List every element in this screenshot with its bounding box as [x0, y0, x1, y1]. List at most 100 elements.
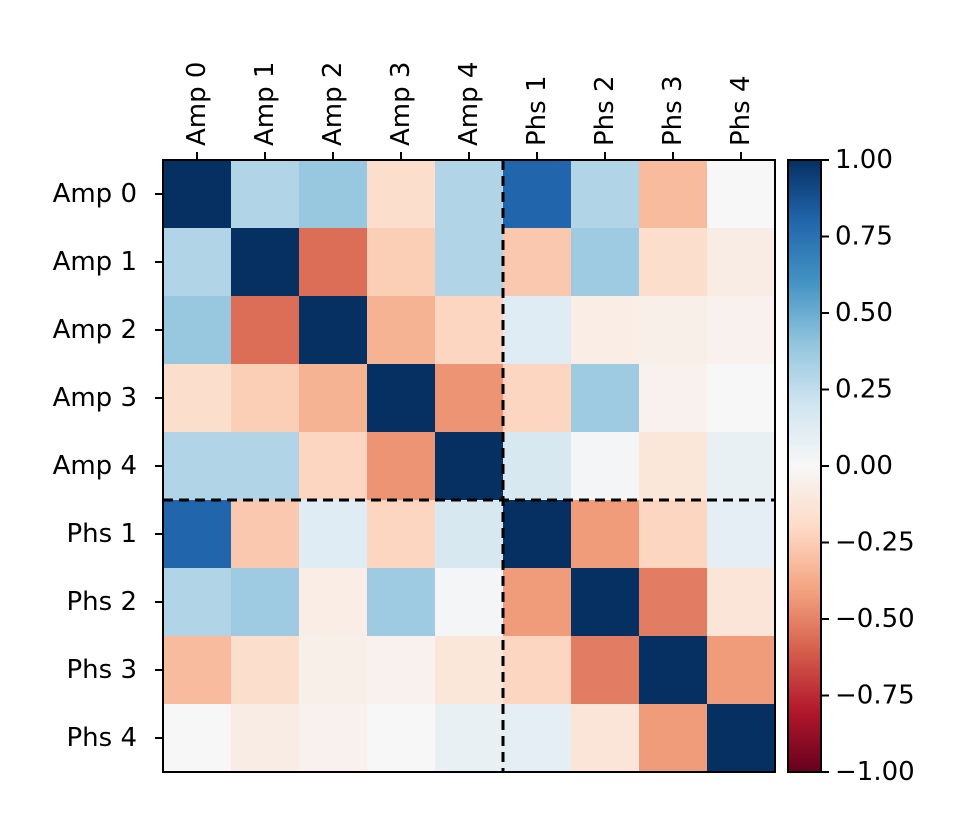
colorbar-tick-label-2: 0.50 [835, 298, 893, 328]
heatmap-cell-6-0 [163, 568, 232, 637]
heatmap-cell-0-3 [367, 160, 436, 229]
heatmap-cell-3-2 [299, 364, 368, 433]
colorbar-tick-label-6: −0.50 [835, 604, 915, 634]
x-tick-label-8: Phs 4 [726, 75, 756, 146]
x-tick-label-6: Phs 2 [590, 75, 620, 146]
heatmap-cell-1-0 [163, 228, 232, 297]
heatmap-cell-2-5 [503, 296, 572, 365]
y-tick-label-4: Amp 4 [53, 451, 137, 481]
heatmap-cell-7-1 [231, 636, 300, 705]
x-tick-label-7: Phs 3 [658, 75, 688, 146]
x-tick-label-5: Phs 1 [522, 75, 552, 146]
heatmap-cell-7-5 [503, 636, 572, 705]
heatmap-cells [163, 160, 776, 773]
colorbar-tick-label-4: 0.00 [835, 451, 893, 481]
heatmap-cell-5-6 [571, 500, 640, 569]
colorbar-tick-label-8: −1.00 [835, 757, 915, 787]
heatmap-cell-5-1 [231, 500, 300, 569]
colorbar-tick-label-0: 1.00 [835, 145, 893, 175]
heatmap-cell-5-5 [503, 500, 572, 569]
colorbar-tick-label-3: 0.25 [835, 375, 893, 405]
heatmap-cell-3-0 [163, 364, 232, 433]
heatmap-cell-6-3 [367, 568, 436, 637]
heatmap-cell-7-8 [707, 636, 776, 705]
heatmap-cell-2-6 [571, 296, 640, 365]
y-tick-label-2: Amp 2 [53, 315, 137, 345]
heatmap-cell-2-8 [707, 296, 776, 365]
heatmap-cell-2-2 [299, 296, 368, 365]
heatmap-cell-4-1 [231, 432, 300, 501]
heatmap-cell-5-3 [367, 500, 436, 569]
colorbar-tick-label-7: −0.75 [835, 681, 915, 711]
heatmap-cell-8-8 [707, 704, 776, 773]
colorbar-gradient [788, 160, 821, 772]
heatmap-cell-8-2 [299, 704, 368, 773]
heatmap-cell-1-6 [571, 228, 640, 297]
heatmap-cell-7-6 [571, 636, 640, 705]
heatmap-cell-6-6 [571, 568, 640, 637]
heatmap-cell-6-2 [299, 568, 368, 637]
heatmap-cell-0-7 [639, 160, 708, 229]
heatmap-cell-3-8 [707, 364, 776, 433]
heatmap-cell-3-6 [571, 364, 640, 433]
colorbar-tick-label-1: 0.75 [835, 222, 893, 252]
heatmap-cell-6-5 [503, 568, 572, 637]
heatmap-cell-4-5 [503, 432, 572, 501]
colorbar-tick-label-5: −0.25 [835, 528, 915, 558]
heatmap-cell-6-8 [707, 568, 776, 637]
x-tick-label-3: Amp 3 [386, 62, 416, 146]
heatmap-cell-6-1 [231, 568, 300, 637]
heatmap-cell-8-0 [163, 704, 232, 773]
x-tick-label-4: Amp 4 [454, 62, 484, 146]
heatmap-cell-8-5 [503, 704, 572, 773]
heatmap-cell-1-5 [503, 228, 572, 297]
heatmap-cell-7-0 [163, 636, 232, 705]
heatmap-cell-0-5 [503, 160, 572, 229]
heatmap-cell-0-1 [231, 160, 300, 229]
colorbar: 1.00 0.75 0.50 0.25 0.00 −0.25 −0.50 −0.75 −1.00 [787, 145, 915, 787]
y-tick-label-8: Phs 4 [66, 723, 137, 753]
heatmap-cell-4-6 [571, 432, 640, 501]
heatmap-cell-7-2 [299, 636, 368, 705]
x-axis-ticks: Amp 0 Amp 1 Amp 2 Amp 3 Amp 4 Phs 1 Phs 2 Phs 3… [182, 62, 756, 160]
heatmap-cell-1-3 [367, 228, 436, 297]
heatmap-cell-5-0 [163, 500, 232, 569]
heatmap-cell-3-1 [231, 364, 300, 433]
heatmap-cell-4-7 [639, 432, 708, 501]
heatmap-cell-1-2 [299, 228, 368, 297]
x-tick-label-0: Amp 0 [182, 62, 212, 146]
heatmap-cell-0-0 [163, 160, 232, 229]
heatmap-cell-8-6 [571, 704, 640, 773]
y-tick-label-0: Amp 0 [53, 179, 137, 209]
heatmap-cell-8-1 [231, 704, 300, 773]
heatmap-cell-2-3 [367, 296, 436, 365]
heatmap-cell-5-8 [707, 500, 776, 569]
heatmap-cell-6-4 [435, 568, 504, 637]
x-tick-label-2: Amp 2 [318, 62, 348, 146]
heatmap-cell-2-4 [435, 296, 504, 365]
heatmap-cell-7-3 [367, 636, 436, 705]
heatmap-cell-3-3 [367, 364, 436, 433]
x-tick-label-1: Amp 1 [250, 62, 280, 146]
heatmap-cell-3-4 [435, 364, 504, 433]
heatmap-cell-3-7 [639, 364, 708, 433]
heatmap-cell-7-4 [435, 636, 504, 705]
heatmap-cell-0-2 [299, 160, 368, 229]
heatmap-cell-0-8 [707, 160, 776, 229]
heatmap-cell-3-5 [503, 364, 572, 433]
heatmap-cell-2-7 [639, 296, 708, 365]
heatmap-cell-4-4 [435, 432, 504, 501]
heatmap-cell-8-7 [639, 704, 708, 773]
heatmap-cell-0-6 [571, 160, 640, 229]
heatmap-cell-7-7 [639, 636, 708, 705]
heatmap-cell-0-4 [435, 160, 504, 229]
y-tick-label-7: Phs 3 [66, 655, 137, 685]
heatmap-cell-8-3 [367, 704, 436, 773]
heatmap-cell-4-2 [299, 432, 368, 501]
y-tick-label-1: Amp 1 [53, 247, 137, 277]
y-tick-label-3: Amp 3 [53, 383, 137, 413]
heatmap-cell-8-4 [435, 704, 504, 773]
heatmap-cell-5-4 [435, 500, 504, 569]
